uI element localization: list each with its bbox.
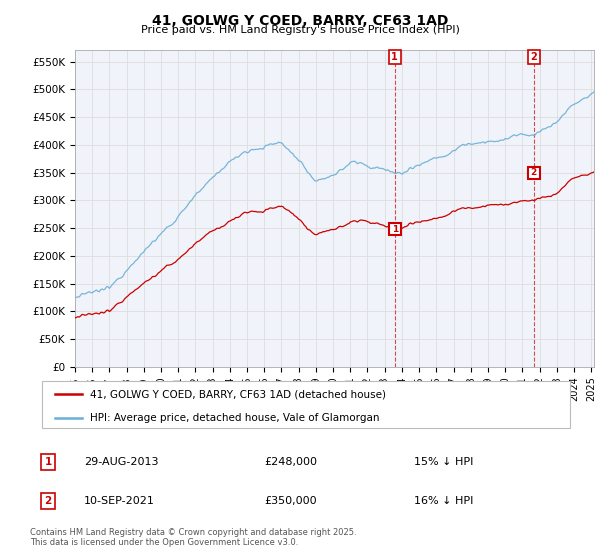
Text: 1: 1 [392, 225, 398, 234]
Text: £350,000: £350,000 [264, 496, 317, 506]
Text: 15% ↓ HPI: 15% ↓ HPI [414, 457, 473, 467]
Text: 29-AUG-2013: 29-AUG-2013 [84, 457, 158, 467]
Text: 2: 2 [44, 496, 52, 506]
Text: 41, GOLWG Y COED, BARRY, CF63 1AD (detached house): 41, GOLWG Y COED, BARRY, CF63 1AD (detac… [89, 389, 386, 399]
Text: 1: 1 [44, 457, 52, 467]
Text: 16% ↓ HPI: 16% ↓ HPI [414, 496, 473, 506]
Text: HPI: Average price, detached house, Vale of Glamorgan: HPI: Average price, detached house, Vale… [89, 413, 379, 423]
Text: 1: 1 [391, 52, 398, 62]
Text: 41, GOLWG Y COED, BARRY, CF63 1AD: 41, GOLWG Y COED, BARRY, CF63 1AD [152, 14, 448, 28]
Text: 2: 2 [531, 168, 537, 177]
Text: £248,000: £248,000 [264, 457, 317, 467]
Text: Contains HM Land Registry data © Crown copyright and database right 2025.
This d: Contains HM Land Registry data © Crown c… [30, 528, 356, 547]
Text: Price paid vs. HM Land Registry's House Price Index (HPI): Price paid vs. HM Land Registry's House … [140, 25, 460, 35]
Text: 10-SEP-2021: 10-SEP-2021 [84, 496, 155, 506]
Text: 2: 2 [530, 52, 537, 62]
FancyBboxPatch shape [42, 381, 570, 428]
